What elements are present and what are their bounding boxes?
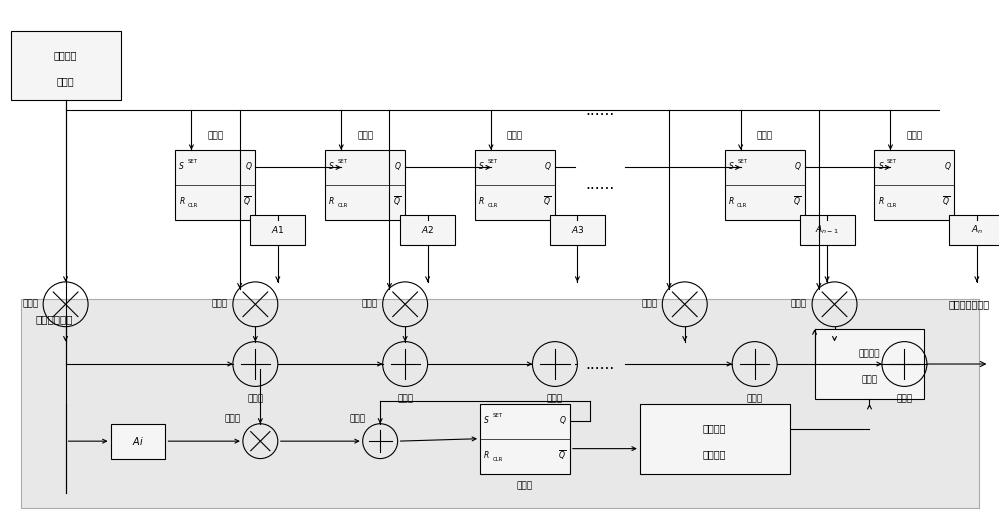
Text: Q: Q [395,162,401,171]
Text: 加法器: 加法器 [896,394,912,403]
Text: S: S [329,162,334,171]
Text: S: S [479,162,484,171]
Text: 故障检测: 故障检测 [703,449,726,459]
Text: $\overline{Q}$: $\overline{Q}$ [942,195,950,208]
Text: 加法器: 加法器 [747,394,763,403]
Text: 触发器: 触发器 [517,481,533,490]
Text: 触发器: 触发器 [207,131,223,140]
Text: 预失真结: 预失真结 [859,349,880,358]
Text: CLR: CLR [338,203,348,208]
Text: Q: Q [795,162,801,171]
Bar [11,31,121,100]
Bar [400,215,455,244]
Text: S: S [729,162,734,171]
Bar [325,150,405,220]
Text: 果输出: 果输出 [861,375,878,384]
Text: 触发器: 触发器 [507,131,523,140]
Bar [475,150,555,220]
Text: SET: SET [338,159,348,165]
Text: $\mathit{A2}$: $\mathit{A2}$ [421,224,434,235]
Text: 乘法器: 乘法器 [791,300,807,309]
Bar [480,404,570,473]
Text: R: R [479,197,484,206]
Bar [21,299,979,508]
Text: R: R [329,197,334,206]
Text: 结果比较: 结果比较 [703,423,726,433]
Bar [800,215,855,244]
Text: 加法器: 加法器 [397,394,413,403]
Text: 加法器: 加法器 [350,414,366,424]
Text: 数据流: 数据流 [57,76,74,86]
Text: ......: ...... [585,177,614,193]
Text: CLR: CLR [887,203,897,208]
Text: $\overline{Q}$: $\overline{Q}$ [243,195,251,208]
Text: R: R [729,197,734,206]
Text: R: R [878,197,884,206]
Text: CLR: CLR [188,203,198,208]
Bar [250,215,305,244]
Text: SET: SET [493,413,503,418]
Text: 触发器: 触发器 [757,131,773,140]
Text: CLR: CLR [737,203,748,208]
Text: $\mathit{Ai}$: $\mathit{Ai}$ [132,435,144,447]
Text: Q: Q [245,162,251,171]
Text: R: R [484,451,489,460]
Text: ......: ...... [585,103,614,118]
Text: $\overline{Q}$: $\overline{Q}$ [558,449,566,462]
Text: $\overline{Q}$: $\overline{Q}$ [793,195,801,208]
Text: $\overline{Q}$: $\overline{Q}$ [393,195,401,208]
Bar [640,404,790,473]
Bar [815,329,924,399]
Text: Q: Q [560,416,566,425]
Text: $A_{{n-1}}$: $A_{{n-1}}$ [815,223,839,236]
Text: $\overline{Q}$: $\overline{Q}$ [543,195,551,208]
Text: $A_{n}$: $A_{n}$ [971,223,983,236]
Text: CLR: CLR [493,457,503,462]
Text: 乘法器: 乘法器 [641,300,657,309]
Bar [725,150,805,220]
Bar [550,215,605,244]
Text: $\mathit{A3}$: $\mathit{A3}$ [571,224,584,235]
Text: CLR: CLR [488,203,498,208]
Text: $\mathit{A1}$: $\mathit{A1}$ [271,224,285,235]
Text: 故障检测电路: 故障检测电路 [36,314,73,324]
Text: S: S [484,416,489,425]
Text: S: S [179,162,184,171]
Text: Q: Q [944,162,950,171]
Bar [874,150,954,220]
Text: Q: Q [545,162,551,171]
Text: SET: SET [737,159,747,165]
Text: ......: ...... [585,357,614,372]
Text: 预失真结果输出: 预失真结果输出 [948,299,989,309]
Text: SET: SET [188,159,198,165]
Text: 乘法器: 乘法器 [362,300,378,309]
Text: S: S [878,162,883,171]
Text: 加法器: 加法器 [247,394,263,403]
Text: SET: SET [887,159,897,165]
Bar [111,424,165,459]
Text: 加法器: 加法器 [547,394,563,403]
Text: 触发器: 触发器 [357,131,373,140]
Text: 乘法器: 乘法器 [22,300,38,309]
Bar [949,215,1000,244]
Text: R: R [179,197,185,206]
Text: 乘法器: 乘法器 [225,414,241,424]
Text: 原始输入: 原始输入 [54,50,77,60]
Text: 触发器: 触发器 [906,131,922,140]
Text: SET: SET [488,159,498,165]
Text: 乘法器: 乘法器 [212,300,228,309]
Bar [175,150,255,220]
